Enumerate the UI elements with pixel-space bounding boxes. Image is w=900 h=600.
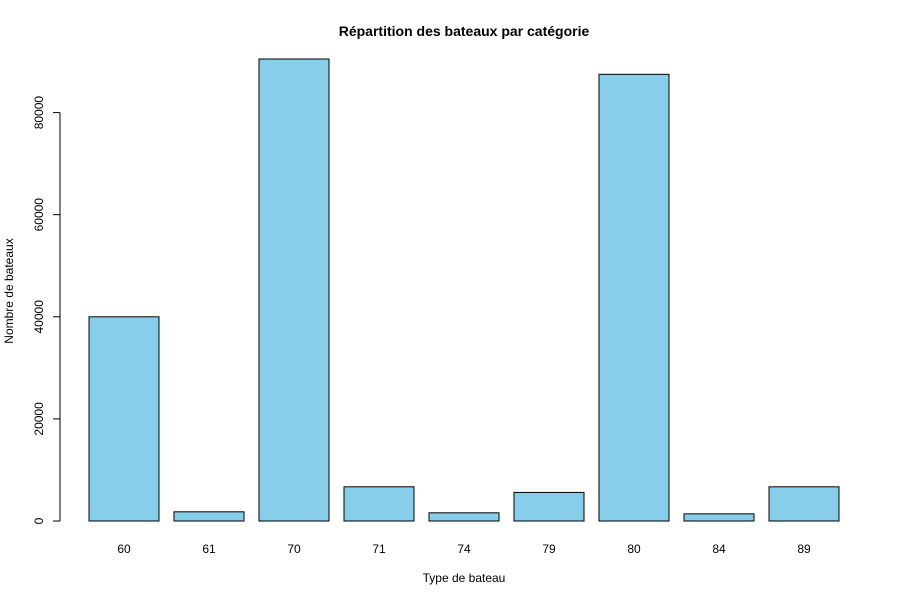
bar-80 [598, 73, 670, 522]
bar-61 [173, 511, 245, 522]
bar-84 [683, 513, 755, 522]
y-tick-label-0: 0 [32, 517, 46, 524]
x-tick-label-80: 80 [627, 542, 641, 556]
y-tick-label-80000: 80000 [32, 96, 46, 130]
x-tick-label-74: 74 [457, 542, 471, 556]
x-tick-label-79: 79 [542, 542, 556, 556]
bar-70 [258, 58, 330, 522]
y-tick-label-60000: 60000 [32, 198, 46, 232]
bar-71 [343, 486, 415, 522]
x-tick-label-61: 61 [202, 542, 216, 556]
y-tick-label-40000: 40000 [32, 300, 46, 334]
x-tick-label-71: 71 [372, 542, 386, 556]
x-tick-label-84: 84 [712, 542, 726, 556]
x-tick-labels-group: 60 61 70 71 74 79 80 84 89 [117, 542, 811, 556]
y-axis: 0 20000 40000 60000 80000 [32, 96, 61, 524]
bar-79 [513, 491, 585, 522]
x-tick-label-89: 89 [797, 542, 811, 556]
y-axis-label: Nombre de bateaux [2, 238, 16, 343]
bar-74 [428, 512, 500, 522]
x-tick-label-60: 60 [117, 542, 131, 556]
chart-title: Répartition des bateaux par catégorie [339, 23, 590, 39]
x-tick-label-70: 70 [287, 542, 301, 556]
bars-group [88, 58, 840, 522]
x-axis-label: Type de bateau [423, 571, 506, 585]
bar-60 [88, 316, 160, 522]
y-tick-label-20000: 20000 [32, 402, 46, 436]
bar-89 [768, 486, 840, 522]
